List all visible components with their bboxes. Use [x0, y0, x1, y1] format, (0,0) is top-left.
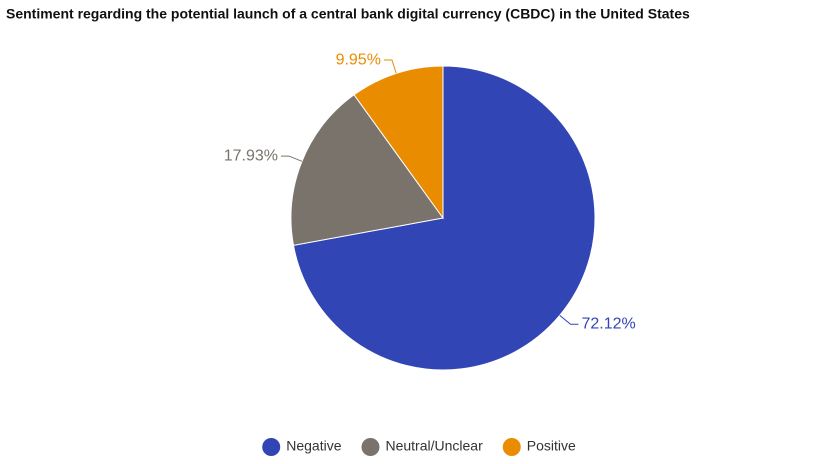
leader-line — [280, 155, 303, 162]
legend-label: Negative — [286, 438, 341, 454]
legend-label: Positive — [527, 438, 576, 454]
value-label: 17.93% — [224, 147, 278, 164]
legend-marker — [502, 438, 521, 456]
chart-title: Sentiment regarding the potential launch… — [6, 6, 690, 22]
pie-slice — [290, 94, 444, 246]
value-label: 9.95% — [336, 51, 381, 68]
legend-label: Neutral/Unclear — [385, 438, 483, 454]
legend-marker — [361, 438, 380, 456]
leader-line — [383, 59, 397, 74]
leader-line — [559, 314, 579, 325]
legend-marker — [262, 438, 281, 456]
value-label: 72.12% — [582, 316, 636, 333]
legend: Negative Neutral/Unclear Positive — [262, 438, 576, 456]
